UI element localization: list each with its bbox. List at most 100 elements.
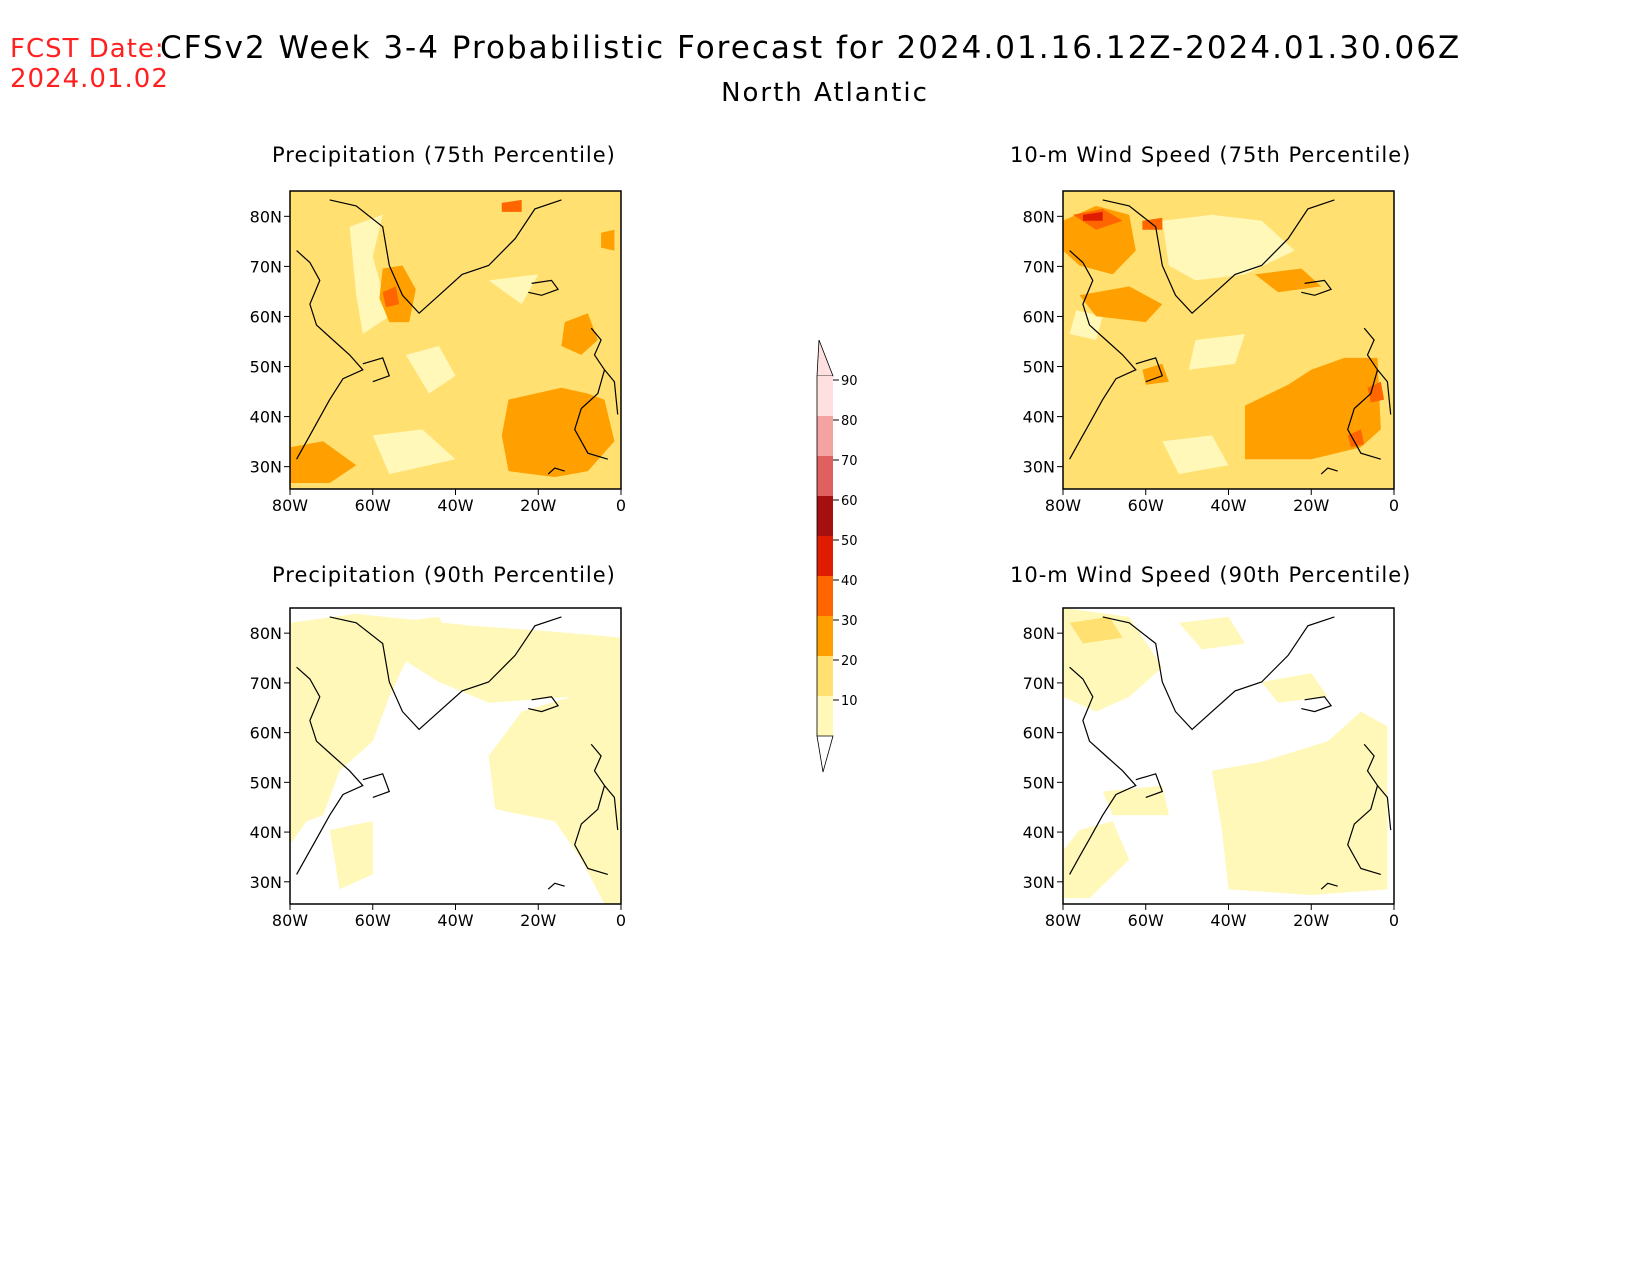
lat-tick-label: 30N bbox=[1023, 873, 1055, 892]
shade-region-c30 bbox=[1142, 363, 1169, 385]
coastline bbox=[329, 199, 562, 315]
shade-region-c40 bbox=[1367, 381, 1385, 403]
shade-region-c40 bbox=[1347, 429, 1365, 448]
colorbar-label: 70 bbox=[841, 454, 858, 469]
shade-region-c10 bbox=[389, 616, 456, 662]
forecast-date-label: FCST Date: bbox=[10, 34, 165, 64]
lon-tick-label: 60W bbox=[355, 496, 391, 515]
lon-tick-label: 20W bbox=[520, 496, 556, 515]
coastline bbox=[1320, 467, 1338, 475]
lat-tick-label: 40N bbox=[1023, 823, 1055, 842]
colorbar-box bbox=[817, 696, 833, 736]
coastline bbox=[1320, 882, 1338, 890]
shade-region-c30 bbox=[379, 265, 416, 323]
lat-tick-label: 40N bbox=[1023, 408, 1055, 427]
coastline bbox=[547, 882, 565, 890]
colorbar-box bbox=[817, 496, 833, 536]
shade-region-c10 bbox=[372, 429, 456, 475]
map-panel-wind-90: 80N 70N 60N 50N 40N 30N 80W 60W 40W 20W 0 bbox=[1023, 607, 1399, 930]
lat-tick-label: 40N bbox=[250, 408, 282, 427]
lon-tick-label: 20W bbox=[520, 911, 556, 930]
page-title: CFSv2 Week 3-4 Probabilistic Forecast fo… bbox=[160, 30, 1462, 66]
shade-region-c10 bbox=[329, 821, 373, 890]
shade-region-c10 bbox=[1261, 673, 1328, 703]
colorbar-box bbox=[817, 616, 833, 656]
coastline bbox=[604, 369, 619, 415]
map-panel-wind-75: 80N 70N 60N 50N 40N 30N 80W 60W 40W 20W 0 bbox=[1023, 190, 1399, 515]
shade-region-c20 bbox=[1069, 616, 1123, 644]
lon-tick-label: 40W bbox=[1210, 496, 1246, 515]
shade-region-c10 bbox=[1063, 821, 1130, 899]
forecast-date-value: 2024.01.02 bbox=[10, 64, 169, 94]
coastline bbox=[1301, 279, 1333, 296]
lat-tick-label: 80N bbox=[250, 624, 282, 643]
colorbar-box bbox=[817, 536, 833, 576]
coastline bbox=[1377, 369, 1392, 415]
shade-region-c30 bbox=[1245, 357, 1381, 460]
lon-tick-label: 20W bbox=[1293, 911, 1329, 930]
panel-title-precip-75: Precipitation (75th Percentile) bbox=[272, 143, 616, 167]
lon-tick-label: 40W bbox=[437, 496, 473, 515]
lon-tick-label: 60W bbox=[1128, 496, 1164, 515]
shade-region-c10 bbox=[1069, 310, 1103, 340]
forecast-date-block: FCST Date: 2024.01.02 bbox=[10, 34, 169, 94]
coastline bbox=[1135, 357, 1164, 383]
coastline bbox=[1069, 666, 1137, 875]
coastline bbox=[1135, 773, 1164, 798]
lon-tick-label: 0 bbox=[616, 496, 626, 515]
shade-region-c10 bbox=[290, 613, 621, 904]
colorbar-label: 10 bbox=[841, 694, 858, 709]
colorbar: 90 80 70 60 50 40 30 20 10 bbox=[816, 339, 858, 773]
lat-tick-label: 50N bbox=[250, 358, 282, 377]
shade-region-c40 bbox=[501, 199, 522, 212]
colorbar-label: 50 bbox=[841, 534, 858, 549]
lon-tick-label: 80W bbox=[1045, 496, 1081, 515]
colorbar-label: 90 bbox=[841, 374, 858, 389]
lat-tick-label: 70N bbox=[1023, 257, 1055, 276]
colorbar-box bbox=[817, 456, 833, 496]
coastline bbox=[574, 327, 608, 460]
coastline bbox=[296, 666, 364, 875]
shade-region-c40 bbox=[382, 286, 400, 308]
lat-tick-label: 60N bbox=[1023, 724, 1055, 743]
lat-tick-label: 50N bbox=[1023, 358, 1055, 377]
shade-region-c10 bbox=[1212, 711, 1388, 896]
coastline bbox=[528, 279, 560, 296]
lon-tick-label: 80W bbox=[1045, 911, 1081, 930]
shade-region-c10 bbox=[1162, 214, 1295, 281]
lon-tick-label: 60W bbox=[1128, 911, 1164, 930]
colorbar-box bbox=[817, 416, 833, 456]
shade-region-c30 bbox=[1079, 286, 1163, 323]
shade-region-c30 bbox=[561, 313, 598, 355]
lon-tick-label: 60W bbox=[355, 911, 391, 930]
coastline bbox=[528, 696, 560, 713]
shade-region-c10 bbox=[1188, 334, 1245, 370]
lat-tick-label: 30N bbox=[1023, 458, 1055, 477]
shade-region-c10 bbox=[349, 214, 390, 334]
shade-region-c10 bbox=[488, 274, 539, 305]
colorbar-label: 60 bbox=[841, 494, 858, 509]
lat-tick-label: 50N bbox=[250, 773, 282, 792]
coastline bbox=[604, 785, 619, 831]
lat-tick-label: 30N bbox=[250, 873, 282, 892]
lon-tick-label: 20W bbox=[1293, 496, 1329, 515]
lat-tick-label: 50N bbox=[1023, 773, 1055, 792]
shade-region-c10 bbox=[1178, 616, 1245, 650]
coastline bbox=[574, 743, 608, 875]
lon-tick-label: 80W bbox=[272, 496, 308, 515]
panel-title-wind-75: 10-m Wind Speed (75th Percentile) bbox=[1010, 143, 1412, 167]
coastline bbox=[547, 467, 565, 475]
colorbar-box bbox=[817, 656, 833, 696]
map-panel-precip-75: 80N 70N 60N 50N 40N 30N 80W 60W 40W 20W 0 bbox=[250, 190, 626, 515]
coastline bbox=[1301, 696, 1333, 713]
colorbar-top-cap bbox=[816, 339, 834, 377]
coastline bbox=[1102, 616, 1335, 731]
region-subtitle: North Atlantic bbox=[721, 78, 929, 108]
colorbar-label: 80 bbox=[841, 414, 858, 429]
lon-tick-label: 40W bbox=[1210, 911, 1246, 930]
lon-tick-label: 0 bbox=[616, 911, 626, 930]
shade-region-c10 bbox=[405, 346, 456, 394]
map-panel-precip-90: 80N 70N 60N 50N 40N 30N 80W 60W 40W 20W 0 bbox=[250, 607, 626, 930]
lat-tick-label: 40N bbox=[250, 823, 282, 842]
lat-tick-label: 60N bbox=[1023, 307, 1055, 326]
